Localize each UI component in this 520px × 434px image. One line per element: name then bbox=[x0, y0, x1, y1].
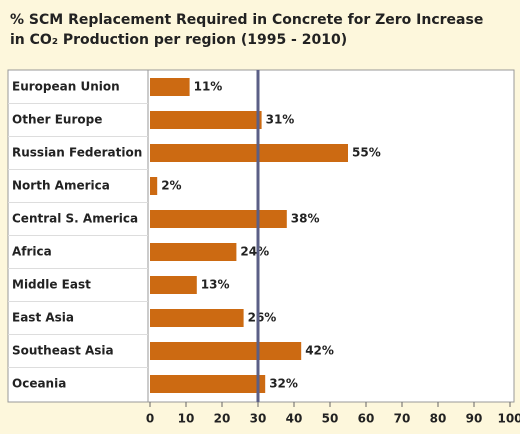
chart-title: % SCM Replacement Required in Concrete f… bbox=[10, 12, 483, 28]
value-label: 42% bbox=[305, 344, 334, 358]
bar bbox=[150, 210, 287, 228]
bar bbox=[150, 309, 244, 327]
chart-title: in CO₂ Production per region (1995 - 201… bbox=[10, 32, 347, 48]
x-tick-label: 70 bbox=[394, 412, 411, 426]
bar bbox=[150, 375, 266, 393]
x-tick-label: 0 bbox=[146, 412, 154, 426]
y-tick-label: Middle East bbox=[12, 278, 91, 292]
x-tick-label: 30 bbox=[250, 412, 267, 426]
x-tick-label: 100 bbox=[497, 412, 520, 426]
y-tick-label: Central S. America bbox=[12, 212, 138, 226]
value-label: 26% bbox=[248, 311, 277, 325]
bar bbox=[150, 144, 348, 162]
value-label: 32% bbox=[269, 377, 298, 391]
bar bbox=[150, 243, 237, 261]
bar bbox=[150, 276, 197, 294]
x-tick-label: 50 bbox=[322, 412, 339, 426]
value-label: 55% bbox=[352, 146, 381, 160]
bar bbox=[150, 342, 302, 360]
y-tick-label: European Union bbox=[12, 80, 120, 94]
x-tick-label: 10 bbox=[178, 412, 195, 426]
value-label: 38% bbox=[291, 212, 320, 226]
y-tick-label: Africa bbox=[12, 245, 52, 259]
y-tick-label: Oceania bbox=[12, 377, 66, 391]
y-tick-label: Other Europe bbox=[12, 113, 102, 127]
value-label: 31% bbox=[266, 113, 295, 127]
bar bbox=[150, 78, 190, 96]
value-label: 24% bbox=[240, 245, 269, 259]
x-tick-label: 20 bbox=[214, 412, 231, 426]
y-tick-label: Russian Federation bbox=[12, 146, 142, 160]
y-tick-label: East Asia bbox=[12, 311, 74, 325]
value-label: 2% bbox=[161, 179, 181, 193]
x-tick-label: 60 bbox=[358, 412, 375, 426]
x-tick-label: 40 bbox=[286, 412, 303, 426]
value-label: 13% bbox=[201, 278, 230, 292]
value-label: 11% bbox=[194, 80, 223, 94]
y-tick-label: Southeast Asia bbox=[12, 344, 114, 358]
x-tick-label: 80 bbox=[430, 412, 447, 426]
bar bbox=[150, 177, 158, 195]
bar bbox=[150, 111, 262, 129]
x-tick-label: 90 bbox=[466, 412, 483, 426]
y-tick-label: North America bbox=[12, 179, 110, 193]
